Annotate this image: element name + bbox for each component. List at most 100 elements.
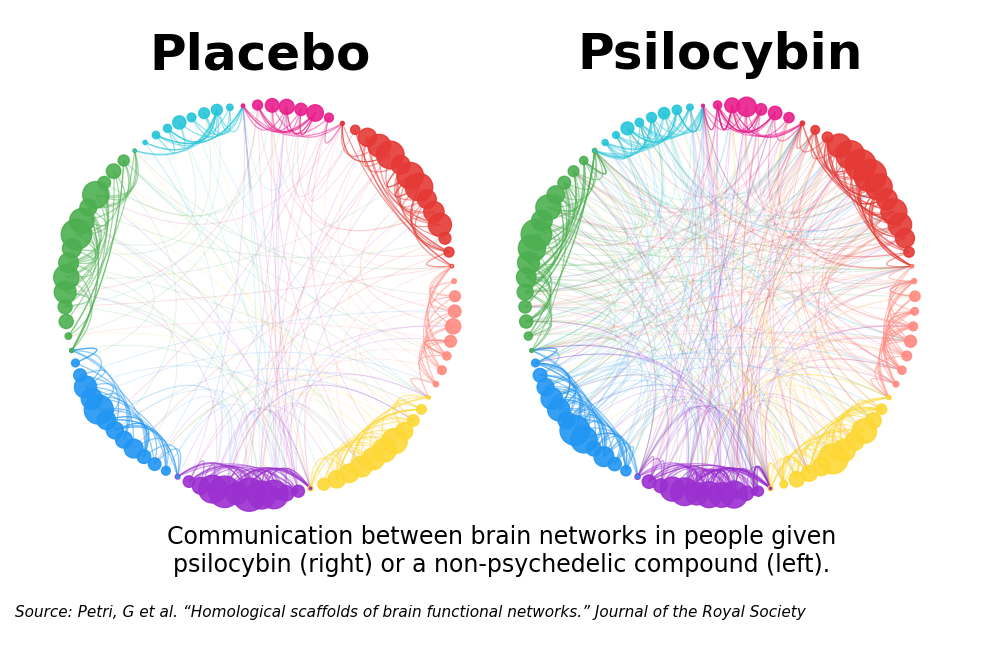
Circle shape [133, 149, 137, 152]
Circle shape [368, 134, 391, 157]
Circle shape [252, 100, 262, 110]
Circle shape [696, 482, 723, 508]
Circle shape [428, 213, 451, 236]
Circle shape [895, 229, 915, 248]
Circle shape [912, 279, 917, 284]
Circle shape [255, 490, 264, 500]
Circle shape [241, 104, 245, 108]
Circle shape [558, 412, 575, 429]
Circle shape [54, 281, 76, 303]
Circle shape [780, 481, 788, 488]
Circle shape [73, 369, 86, 382]
Circle shape [240, 491, 246, 497]
Circle shape [71, 359, 79, 367]
Circle shape [175, 475, 180, 479]
Circle shape [517, 268, 536, 287]
Circle shape [881, 199, 907, 224]
Circle shape [359, 128, 377, 146]
Circle shape [294, 103, 308, 115]
Circle shape [309, 487, 313, 490]
Circle shape [444, 247, 454, 257]
Circle shape [548, 399, 570, 421]
Circle shape [162, 466, 170, 475]
Circle shape [530, 348, 534, 352]
Circle shape [519, 235, 546, 262]
Circle shape [893, 381, 898, 387]
Circle shape [716, 491, 725, 499]
Circle shape [259, 481, 288, 509]
Circle shape [444, 335, 456, 347]
Circle shape [642, 475, 655, 488]
Circle shape [84, 395, 114, 424]
Circle shape [341, 121, 345, 125]
Circle shape [443, 352, 451, 360]
Circle shape [865, 174, 892, 201]
Circle shape [725, 98, 740, 113]
Circle shape [586, 441, 601, 456]
Circle shape [176, 475, 179, 479]
Circle shape [769, 106, 782, 120]
Circle shape [560, 415, 590, 445]
Circle shape [532, 359, 540, 367]
Circle shape [187, 113, 196, 122]
Circle shape [721, 481, 748, 508]
Text: Source: Petri, G et al. “Homological scaffolds of brain functional networks.” Jo: Source: Petri, G et al. “Homological sca… [15, 605, 806, 620]
Circle shape [592, 148, 597, 153]
Circle shape [594, 150, 596, 152]
Circle shape [700, 491, 706, 497]
Circle shape [307, 104, 324, 121]
Circle shape [812, 457, 831, 475]
Circle shape [658, 108, 669, 119]
Circle shape [525, 332, 533, 340]
Circle shape [450, 264, 453, 268]
Circle shape [433, 381, 438, 387]
Circle shape [341, 122, 344, 125]
Circle shape [522, 219, 552, 250]
Circle shape [242, 104, 244, 107]
Circle shape [53, 265, 78, 290]
Circle shape [904, 335, 917, 347]
Circle shape [845, 432, 864, 450]
Circle shape [532, 210, 552, 231]
Circle shape [119, 155, 130, 166]
Circle shape [833, 439, 855, 461]
Circle shape [149, 458, 161, 470]
Circle shape [351, 125, 360, 134]
Circle shape [417, 190, 436, 208]
Circle shape [876, 404, 886, 415]
Circle shape [911, 264, 914, 268]
Circle shape [107, 164, 121, 179]
Circle shape [636, 475, 639, 478]
Circle shape [784, 112, 794, 123]
Circle shape [405, 174, 433, 201]
Circle shape [325, 113, 334, 122]
Circle shape [164, 124, 172, 132]
Circle shape [768, 486, 773, 491]
Circle shape [407, 415, 419, 426]
Circle shape [909, 322, 918, 331]
Circle shape [271, 489, 282, 500]
Circle shape [199, 475, 226, 503]
Circle shape [81, 388, 103, 409]
Circle shape [183, 476, 195, 488]
Circle shape [621, 466, 631, 476]
Circle shape [568, 166, 579, 177]
Circle shape [373, 439, 396, 462]
Circle shape [530, 349, 534, 352]
Circle shape [192, 477, 209, 494]
Circle shape [153, 132, 160, 139]
Circle shape [903, 247, 915, 257]
Circle shape [211, 104, 222, 115]
Circle shape [134, 150, 136, 152]
Circle shape [417, 404, 426, 414]
Circle shape [445, 319, 460, 334]
Circle shape [98, 177, 111, 189]
Circle shape [79, 199, 96, 216]
Circle shape [754, 486, 764, 496]
Circle shape [226, 483, 247, 504]
Circle shape [888, 213, 912, 237]
Circle shape [865, 413, 881, 428]
Circle shape [558, 176, 571, 189]
Circle shape [789, 471, 804, 487]
Circle shape [710, 482, 734, 508]
